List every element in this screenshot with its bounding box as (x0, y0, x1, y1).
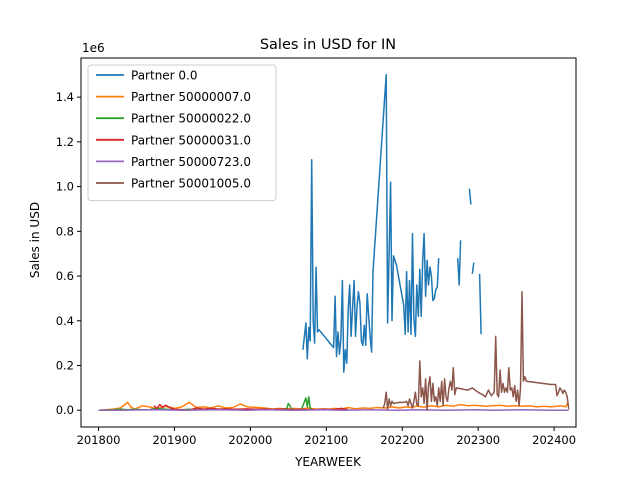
y-tick-label: 0.6 (56, 269, 74, 283)
legend-label: Partner 0.0 (131, 69, 198, 83)
y-tick-label: 1.0 (56, 180, 74, 194)
legend-label: Partner 50000022.0 (131, 112, 251, 126)
legend: Partner 0.0 Partner 50000007.0 Partner 500… (88, 65, 276, 201)
x-tick-label: 201800 (77, 433, 121, 447)
x-tick-label: 201900 (152, 433, 196, 447)
y-tick-label: 1.4 (56, 90, 74, 104)
y-tick-label: 0.0 (56, 403, 74, 417)
legend-label: Partner 50000723.0 (131, 155, 251, 169)
legend-label: Partner 50001005.0 (131, 177, 251, 191)
y-tick-label: 1.2 (56, 135, 74, 149)
x-tick-label: 202000 (228, 433, 272, 447)
x-tick-label: 202200 (380, 433, 424, 447)
x-tick-label: 202300 (456, 433, 500, 447)
y-tick-label: 0.4 (56, 314, 74, 328)
x-tick-label: 202100 (304, 433, 348, 447)
y-axis-scale-label: 1e6 (82, 41, 105, 55)
y-tick-label: 0.8 (56, 224, 74, 238)
chart-title: Sales in USD for IN (260, 37, 396, 53)
legend-label: Partner 50000007.0 (131, 90, 251, 104)
x-axis-label: YEARWEEK (294, 455, 362, 469)
y-tick-label: 0.2 (56, 359, 74, 373)
y-axis-label: Sales in USD (28, 202, 42, 278)
legend-label: Partner 50000031.0 (131, 133, 251, 147)
x-tick-label: 202400 (532, 433, 576, 447)
